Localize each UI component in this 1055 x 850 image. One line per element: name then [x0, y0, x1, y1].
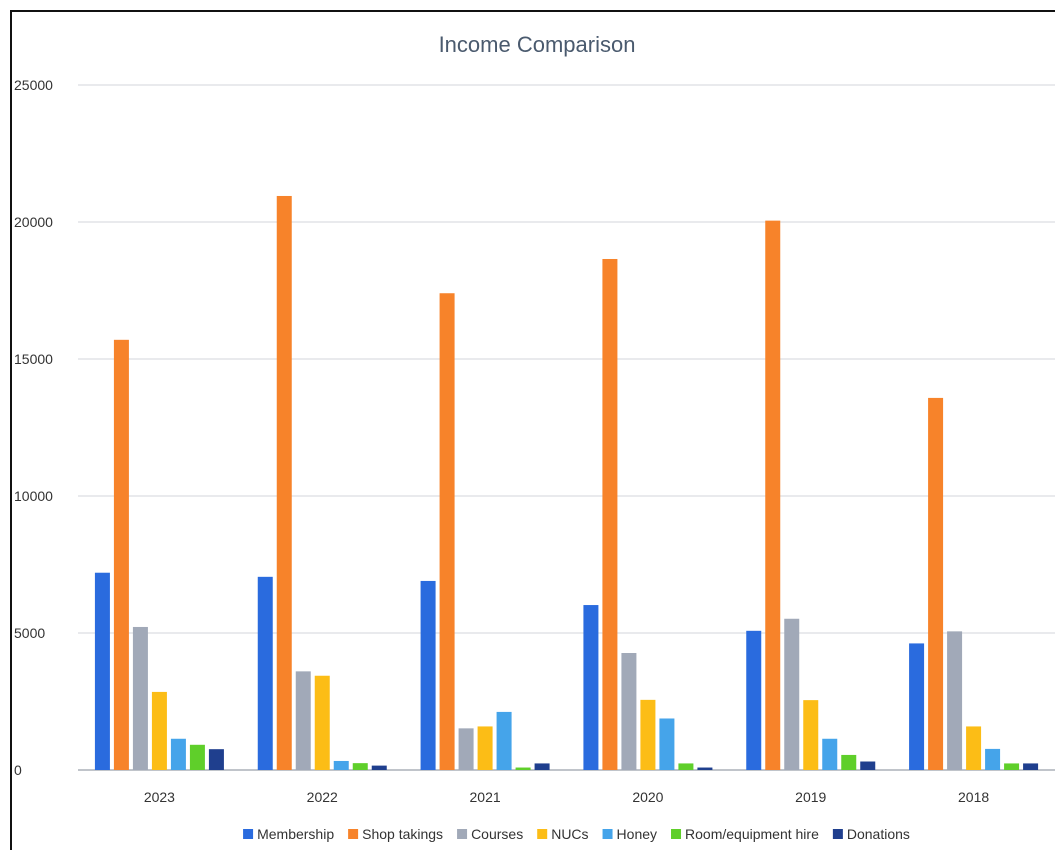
bar-membership-2022 — [257, 576, 273, 770]
bar-donations-2019 — [860, 761, 876, 770]
bar-shop-takings-2019 — [765, 220, 781, 770]
legend-swatch — [348, 829, 359, 839]
bar-donations-2018 — [1023, 763, 1039, 770]
bar-shop-takings-2022 — [276, 195, 292, 771]
gridlines — [78, 84, 1055, 771]
bar-shop-takings-2023 — [113, 339, 129, 770]
bar-courses-2021 — [458, 728, 474, 770]
chart-title: Income Comparison — [439, 32, 636, 57]
y-tick-label: 10000 — [14, 488, 53, 504]
legend-label: Honey — [617, 826, 657, 842]
x-tick-label: 2022 — [307, 789, 338, 805]
legend-item: Room/equipment hire — [671, 826, 819, 842]
bar-room-equipment-hire-2022 — [352, 763, 368, 770]
legend-label: Membership — [257, 826, 334, 842]
bar-honey-2022 — [333, 760, 349, 770]
bar-nucs-2018 — [966, 726, 982, 770]
bar-nucs-2021 — [477, 726, 493, 770]
bar-honey-2021 — [496, 711, 512, 770]
x-axis-ticks: 2023 2022 2021 2020 2019 2018 — [144, 789, 990, 805]
legend-item: Donations — [832, 826, 910, 842]
bar-membership-2020 — [583, 605, 599, 770]
bar-courses-2022 — [295, 671, 311, 770]
bar-room-equipment-hire-2020 — [678, 763, 694, 770]
bar-honey-2020 — [659, 718, 675, 770]
bar-room-equipment-hire-2018 — [1004, 763, 1020, 770]
bar-membership-2019 — [746, 630, 762, 770]
legend-item: Courses — [457, 826, 523, 842]
bar-donations-2022 — [371, 765, 387, 770]
bar-shop-takings-2020 — [602, 258, 618, 770]
legend-swatch — [537, 829, 548, 839]
bar-room-equipment-hire-2019 — [841, 754, 857, 770]
y-tick-label: 0 — [14, 762, 22, 778]
chart-frame — [10, 10, 1055, 850]
bar-courses-2018 — [947, 631, 963, 770]
legend: Membership Shop takings Courses NUCs Honey Ro… — [243, 826, 910, 842]
legend-item: NUCs — [537, 826, 589, 842]
legend-label: Room/equipment hire — [685, 826, 819, 842]
y-tick-label: 25000 — [14, 77, 53, 93]
y-tick-label: 5000 — [14, 625, 45, 641]
bar-courses-2019 — [784, 618, 800, 770]
bar-nucs-2022 — [314, 675, 330, 770]
legend-label: Courses — [471, 826, 523, 842]
y-tick-label: 15000 — [14, 351, 53, 367]
legend-swatch — [457, 829, 468, 839]
legend-label: NUCs — [551, 826, 588, 842]
y-axis-ticks: 0 5000 10000 15000 20000 25000 — [14, 77, 53, 778]
legend-swatch — [671, 829, 682, 839]
bar-courses-2020 — [621, 653, 637, 770]
bar-membership-2018 — [909, 643, 925, 770]
bar-membership-2023 — [94, 572, 110, 770]
legend-swatch — [832, 829, 843, 839]
bar-donations-2021 — [534, 763, 550, 770]
y-tick-label: 20000 — [14, 214, 53, 230]
x-tick-label: 2020 — [632, 789, 663, 805]
x-tick-label: 2018 — [958, 789, 989, 805]
x-tick-label: 2021 — [470, 789, 501, 805]
legend-swatch — [243, 829, 254, 839]
bar-donations-2023 — [208, 749, 224, 770]
bar-honey-2018 — [985, 748, 1001, 770]
bar-room-equipment-hire-2023 — [189, 744, 205, 770]
bar-courses-2023 — [132, 626, 148, 770]
bar-membership-2021 — [420, 580, 436, 770]
legend-label: Shop takings — [362, 826, 443, 842]
legend-swatch — [602, 829, 613, 839]
bar-nucs-2019 — [803, 700, 819, 770]
bars — [94, 195, 1039, 771]
x-tick-label: 2023 — [144, 789, 175, 805]
legend-label: Donations — [847, 826, 910, 842]
bar-honey-2019 — [822, 738, 838, 770]
x-tick-label: 2019 — [795, 789, 826, 805]
legend-item: Honey — [602, 826, 657, 842]
legend-item: Shop takings — [348, 826, 443, 842]
legend-item: Membership — [243, 826, 334, 842]
bar-room-equipment-hire-2021 — [515, 767, 531, 770]
bar-donations-2020 — [697, 767, 713, 770]
bar-shop-takings-2021 — [439, 293, 455, 770]
bar-shop-takings-2018 — [928, 397, 944, 770]
bar-honey-2023 — [170, 738, 186, 770]
bar-nucs-2023 — [151, 691, 167, 770]
bar-nucs-2020 — [640, 699, 656, 770]
